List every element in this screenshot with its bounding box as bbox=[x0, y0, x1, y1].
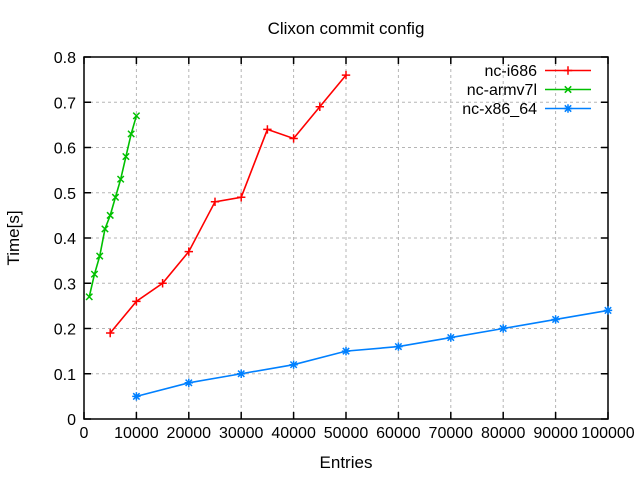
legend-label-nc-i686: nc-i686 bbox=[485, 63, 538, 80]
x-tick-label: 50000 bbox=[324, 425, 369, 442]
series-line-nc-i686 bbox=[109, 74, 347, 334]
x-tick-label: 30000 bbox=[219, 425, 264, 442]
series-markers-nc-i686 bbox=[106, 70, 351, 338]
legend-label-nc-armv7l: nc-armv7l bbox=[467, 82, 537, 99]
chart-title: Clixon commit config bbox=[267, 19, 425, 38]
y-tick-label: 0.5 bbox=[54, 186, 76, 203]
y-axis-title: Time[s] bbox=[4, 210, 23, 266]
x-tick-label: 40000 bbox=[271, 425, 316, 442]
series-markers-nc-x86_64 bbox=[132, 306, 613, 401]
x-axis-title: Entries bbox=[319, 453, 373, 472]
x-tick-label: 90000 bbox=[533, 425, 578, 442]
series-line-nc-x86_64 bbox=[136, 309, 609, 398]
series-markers-nc-armv7l bbox=[85, 112, 141, 301]
x-tick-label: 80000 bbox=[481, 425, 526, 442]
x-tick-label: 60000 bbox=[376, 425, 421, 442]
series-line-nc-armv7l bbox=[88, 115, 138, 298]
x-tick-label: 0 bbox=[80, 425, 89, 442]
y-tick-label: 0 bbox=[67, 412, 76, 429]
legend-label-nc-x86_64: nc-x86_64 bbox=[462, 101, 537, 118]
x-tick-label: 100000 bbox=[581, 425, 634, 442]
legend-sample-marker-nc-armv7l bbox=[564, 85, 572, 94]
legend-sample-marker-nc-x86_64 bbox=[563, 104, 573, 113]
x-tick-label: 70000 bbox=[429, 425, 474, 442]
y-tick-label: 0.4 bbox=[54, 231, 76, 248]
y-tick-label: 0.6 bbox=[54, 141, 76, 158]
y-tick-label: 0.8 bbox=[54, 50, 76, 67]
y-tick-label: 0.7 bbox=[54, 95, 76, 112]
x-tick-label: 20000 bbox=[167, 425, 212, 442]
y-tick-label: 0.1 bbox=[54, 367, 76, 384]
legend-sample-marker-nc-i686 bbox=[563, 66, 573, 75]
y-tick-label: 0.3 bbox=[54, 276, 76, 293]
y-tick-label: 0.2 bbox=[54, 322, 76, 339]
x-tick-label: 10000 bbox=[114, 425, 159, 442]
